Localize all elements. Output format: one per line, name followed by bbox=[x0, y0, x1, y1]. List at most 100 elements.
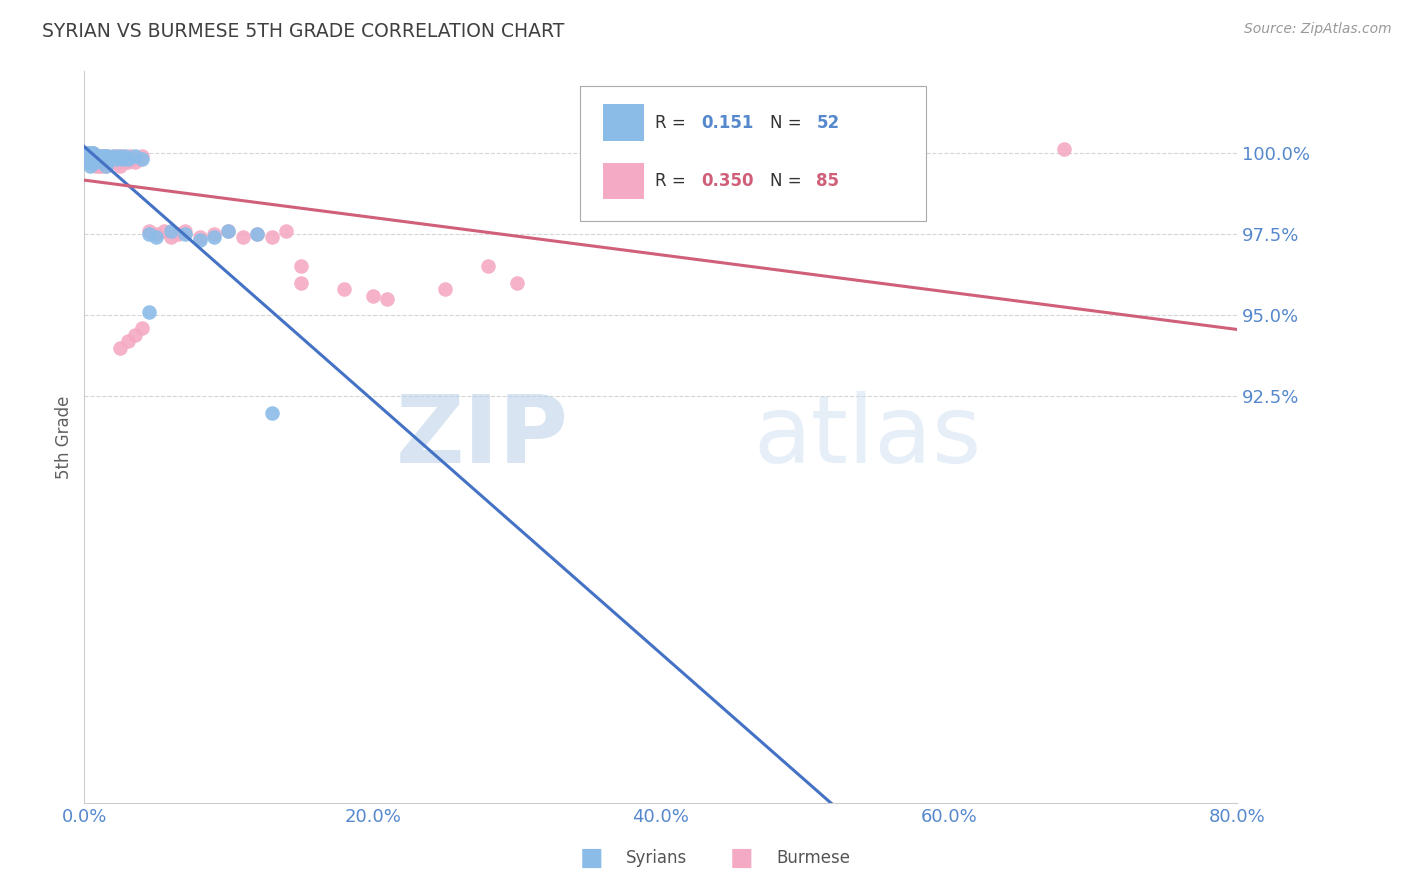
Point bbox=[188, 230, 211, 244]
Text: Burmese: Burmese bbox=[776, 848, 851, 867]
Point bbox=[84, 159, 107, 173]
Point bbox=[94, 159, 117, 173]
Point bbox=[117, 155, 139, 169]
Point bbox=[94, 152, 117, 166]
Point bbox=[110, 152, 132, 166]
Point bbox=[77, 149, 100, 163]
Point bbox=[506, 276, 529, 290]
Point bbox=[87, 155, 110, 169]
Point bbox=[124, 327, 146, 342]
Point bbox=[82, 145, 104, 160]
Point bbox=[77, 155, 100, 169]
Text: R =: R = bbox=[655, 113, 692, 131]
FancyBboxPatch shape bbox=[581, 86, 927, 221]
Point bbox=[90, 152, 112, 166]
Point bbox=[160, 230, 183, 244]
Point bbox=[333, 282, 356, 296]
Point bbox=[77, 149, 100, 163]
Point bbox=[80, 152, 103, 166]
Point bbox=[138, 227, 160, 241]
Point bbox=[93, 155, 115, 169]
Point bbox=[188, 234, 211, 248]
Point bbox=[76, 152, 98, 166]
Point bbox=[93, 149, 115, 163]
Point bbox=[79, 152, 101, 166]
Point bbox=[103, 149, 124, 163]
Text: Source: ZipAtlas.com: Source: ZipAtlas.com bbox=[1244, 22, 1392, 37]
Point bbox=[77, 149, 100, 163]
Point bbox=[89, 152, 111, 166]
Point bbox=[76, 152, 98, 166]
Bar bbox=[603, 163, 644, 200]
Point bbox=[108, 155, 131, 169]
Point bbox=[87, 155, 110, 169]
Point bbox=[98, 155, 121, 169]
Point bbox=[84, 155, 107, 169]
Point bbox=[124, 149, 146, 163]
Point bbox=[98, 152, 121, 166]
Point bbox=[131, 149, 153, 163]
Point bbox=[89, 149, 111, 163]
Point bbox=[290, 276, 312, 290]
Point bbox=[79, 152, 101, 166]
Point bbox=[103, 155, 124, 169]
Point bbox=[84, 152, 107, 166]
Point bbox=[79, 152, 101, 166]
Point bbox=[246, 227, 269, 241]
Text: N =: N = bbox=[770, 113, 807, 131]
Point bbox=[86, 149, 108, 163]
Point bbox=[202, 230, 225, 244]
Point bbox=[108, 149, 131, 163]
Point bbox=[138, 224, 160, 238]
Point bbox=[111, 152, 134, 166]
Point bbox=[117, 152, 139, 166]
Point bbox=[84, 152, 107, 166]
Point bbox=[82, 152, 104, 166]
Point bbox=[105, 149, 128, 163]
Text: ZIP: ZIP bbox=[395, 391, 568, 483]
Point bbox=[276, 224, 298, 238]
Point bbox=[75, 149, 97, 163]
Text: atlas: atlas bbox=[754, 391, 981, 483]
Point bbox=[1053, 142, 1076, 156]
Point bbox=[433, 282, 456, 296]
Point bbox=[77, 145, 100, 160]
Point bbox=[477, 260, 499, 274]
Point bbox=[124, 155, 146, 169]
Point bbox=[87, 152, 110, 166]
Point bbox=[80, 149, 103, 163]
Text: R =: R = bbox=[655, 172, 692, 190]
Point bbox=[82, 152, 104, 166]
Point bbox=[94, 155, 117, 169]
Text: SYRIAN VS BURMESE 5TH GRADE CORRELATION CHART: SYRIAN VS BURMESE 5TH GRADE CORRELATION … bbox=[42, 22, 565, 41]
Point bbox=[87, 152, 110, 166]
Point bbox=[80, 145, 103, 160]
Point bbox=[96, 149, 118, 163]
Point bbox=[80, 149, 103, 163]
Point bbox=[96, 149, 118, 163]
Point bbox=[80, 149, 103, 163]
Point bbox=[84, 149, 107, 163]
Text: 0.151: 0.151 bbox=[702, 113, 754, 131]
Point bbox=[79, 145, 101, 160]
Point bbox=[82, 155, 104, 169]
Point bbox=[87, 159, 110, 173]
Point bbox=[232, 230, 254, 244]
Text: Syrians: Syrians bbox=[626, 848, 688, 867]
Point bbox=[89, 152, 111, 166]
Point bbox=[145, 230, 167, 244]
Point bbox=[76, 145, 98, 160]
Point bbox=[361, 288, 384, 302]
Point bbox=[131, 321, 153, 335]
Point bbox=[83, 155, 105, 169]
Point bbox=[90, 149, 112, 163]
Point bbox=[160, 224, 183, 238]
Point bbox=[76, 145, 98, 160]
Point bbox=[75, 149, 97, 163]
Point bbox=[83, 149, 105, 163]
Point bbox=[260, 406, 283, 420]
Bar bbox=[603, 104, 644, 141]
Point bbox=[174, 224, 197, 238]
Point bbox=[152, 224, 174, 238]
Point bbox=[120, 149, 142, 163]
